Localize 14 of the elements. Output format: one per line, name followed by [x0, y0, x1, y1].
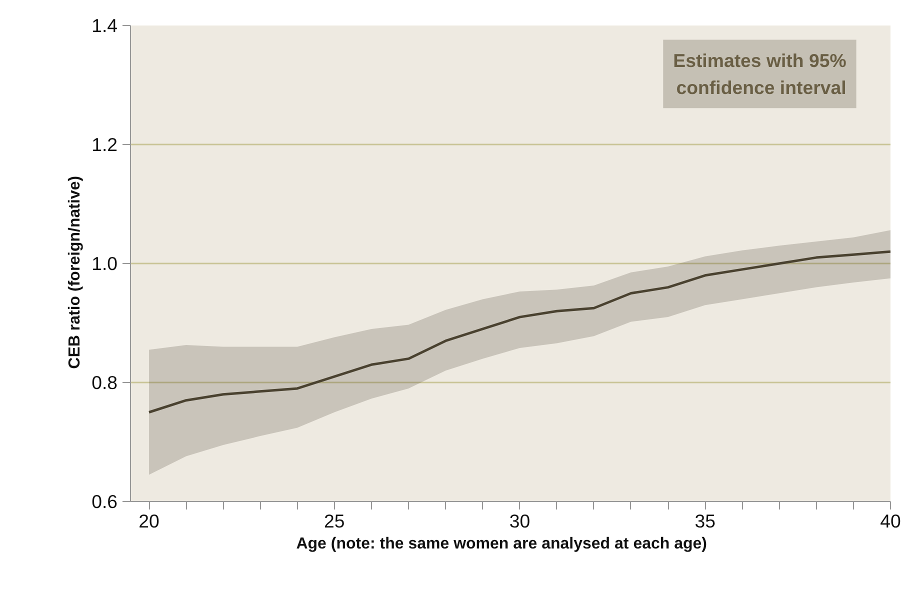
x-tick-label: 40: [880, 510, 901, 532]
y-tick-label: 1.0: [92, 253, 118, 274]
x-tick-label: 35: [694, 510, 716, 532]
line-series: [148, 250, 890, 414]
x-tick-label: 20: [138, 510, 160, 532]
y-tick-label: 1.2: [92, 134, 118, 155]
y-tick-label: 1.4: [92, 15, 118, 36]
x-tick-label: 30: [509, 510, 530, 532]
y-tick-label: 0.8: [92, 372, 118, 393]
y-axis-title: CEB ratio (foreign/native): [66, 176, 84, 369]
x-axis-title: Age (note: the same women are analysed at each age): [296, 536, 708, 552]
annotation: Estimates with 95% confidence interval: [673, 50, 847, 98]
x-tick-label: 25: [324, 510, 345, 532]
y-tick-label: 0.6: [92, 491, 118, 512]
